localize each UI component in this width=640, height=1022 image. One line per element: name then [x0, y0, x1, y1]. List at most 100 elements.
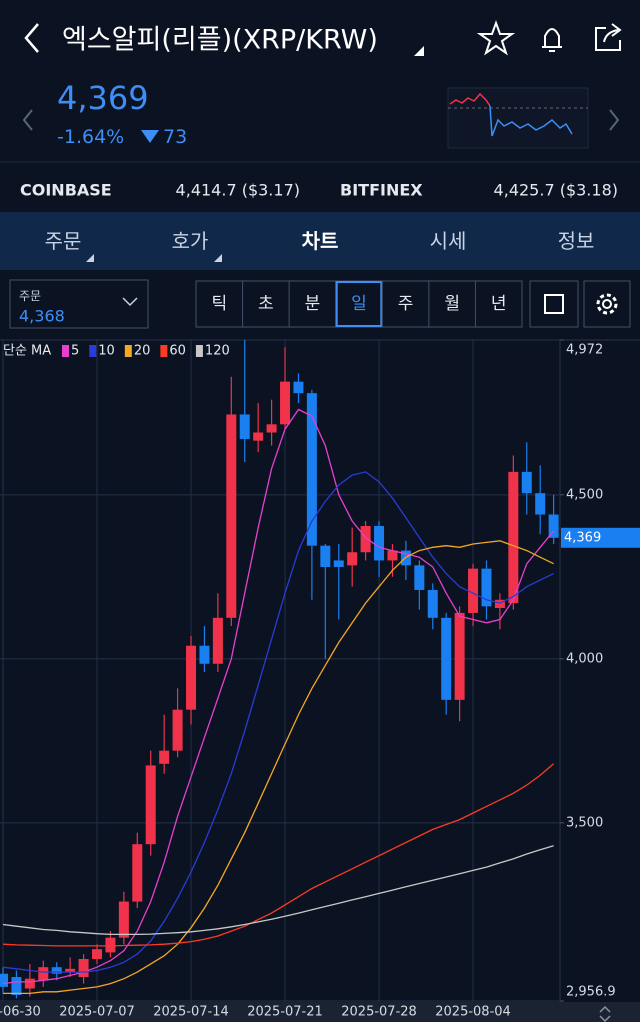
candle-body — [159, 750, 170, 764]
legend-label: 20 — [134, 344, 151, 359]
candle-body — [38, 967, 49, 981]
current-price: 4,369 — [57, 79, 149, 117]
sparkline-up — [449, 92, 491, 107]
order-dropdown — [122, 297, 138, 307]
down-arrow — [141, 130, 159, 143]
change-percent: -1.64% — [57, 126, 124, 148]
candle-body — [306, 393, 317, 546]
candle-body — [226, 414, 237, 618]
x-tick-label: 2025-06-30 — [0, 1005, 41, 1020]
candle-body — [293, 381, 304, 394]
tab-dropdown — [86, 254, 94, 262]
candle-body — [212, 617, 223, 664]
candle-body — [78, 958, 89, 978]
legend-label: 120 — [205, 344, 230, 359]
alert-icon[interactable] — [542, 28, 562, 52]
order-box[interactable] — [9, 279, 149, 329]
period-button[interactable]: 년 — [491, 294, 507, 314]
tab-active[interactable]: 차트 — [302, 229, 339, 253]
period-active — [335, 281, 383, 327]
order-label: 주문 — [19, 289, 41, 303]
period-button[interactable]: 초 — [258, 294, 274, 314]
y-tick-label: 4,972 — [566, 343, 603, 358]
x-tick-label: 2025-08-04 — [435, 1005, 511, 1020]
title-dropdown[interactable] — [414, 46, 424, 56]
candle-body — [186, 645, 197, 710]
x-tick-label: 2025-07-28 — [341, 1005, 417, 1020]
candle-body — [0, 973, 8, 987]
candle-body — [253, 432, 264, 441]
change-amount: 73 — [163, 126, 187, 148]
candle-body — [199, 645, 210, 664]
layout-button[interactable] — [529, 280, 579, 328]
next-button[interactable] — [609, 109, 620, 131]
settings-icon — [596, 293, 618, 315]
legend-label: 10 — [98, 344, 115, 359]
chart-area — [0, 340, 640, 1002]
tab[interactable]: 정보 — [558, 229, 595, 253]
current-price-box — [561, 527, 640, 548]
candle-body — [414, 565, 425, 590]
prev-button[interactable] — [22, 109, 33, 131]
y-tick-label: 2,956.9 — [566, 985, 616, 1000]
title: 엑스알피(리플)(XRP/KRW) — [62, 25, 378, 56]
layout-icon — [544, 294, 564, 314]
candle-body — [266, 424, 277, 433]
candle-body — [427, 589, 438, 618]
sparkline-down — [489, 105, 573, 137]
legend-swatch — [160, 345, 168, 357]
period-button[interactable]: 주 — [398, 294, 414, 314]
y-tick-label: 3,500 — [566, 815, 603, 830]
share-icon[interactable] — [595, 23, 622, 51]
legend-label: 60 — [169, 344, 186, 359]
candle-body — [494, 599, 505, 608]
tab-dropdown — [214, 254, 222, 262]
period-button[interactable]: 일 — [351, 294, 367, 314]
order-value: 4,368 — [19, 307, 65, 326]
candle-body — [521, 471, 532, 494]
candle-body — [333, 560, 344, 567]
candle-body — [239, 414, 250, 440]
scroll-icon[interactable] — [599, 1005, 611, 1022]
x-tick-label: 2025-07-07 — [59, 1005, 135, 1020]
exchange-price: 4,414.7 ($3.17) — [176, 181, 300, 200]
settings-button[interactable] — [583, 280, 631, 328]
candle-body — [132, 844, 143, 902]
candle-body — [360, 525, 371, 553]
ma-line — [2, 845, 554, 936]
candle-body — [374, 525, 385, 561]
tab[interactable]: 주문 — [45, 229, 82, 253]
candle-body — [118, 901, 129, 938]
candle-body — [468, 568, 479, 613]
candle-body — [92, 949, 103, 959]
current-price-label: 4,369 — [564, 530, 601, 545]
candle-body — [320, 545, 331, 567]
period-button[interactable]: 월 — [444, 294, 460, 314]
sparkline-box — [447, 87, 589, 149]
candle-body — [441, 617, 452, 700]
tab[interactable]: 호가 — [172, 229, 209, 253]
legend-swatch — [124, 345, 132, 357]
plot — [0, 340, 559, 999]
candle-body — [11, 977, 22, 996]
candle-body — [387, 550, 398, 561]
candle-body — [172, 709, 183, 751]
date-axis — [0, 1002, 640, 1022]
legend-swatch — [195, 345, 203, 357]
period-button[interactable]: 틱 — [211, 294, 227, 314]
axis: 4,9724,5004,0003,5002,956.92025-06-30202… — [0, 339, 640, 1020]
period-button[interactable]: 분 — [305, 294, 321, 314]
tab-bar — [0, 212, 640, 270]
candle-body — [105, 937, 116, 953]
back-button[interactable] — [24, 23, 39, 53]
x-tick-label: 2025-07-21 — [247, 1005, 323, 1020]
settings-icon — [602, 299, 612, 309]
favorite-icon[interactable] — [476, 20, 516, 56]
y-tick-label: 4,500 — [566, 487, 603, 502]
candle-body — [535, 493, 546, 515]
tab[interactable]: 시세 — [430, 229, 467, 253]
x-tick-label: 2025-07-14 — [153, 1005, 229, 1020]
exchange-price: 4,425.7 ($3.18) — [494, 181, 618, 200]
